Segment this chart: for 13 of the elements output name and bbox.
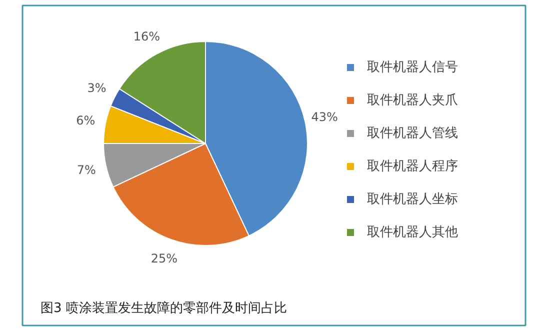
data-label: 16% [133, 30, 160, 44]
legend-label: 取件机器人信号 [367, 59, 458, 76]
legend-label: 取件机器人夹爪 [367, 92, 458, 109]
data-label: 25% [150, 251, 178, 266]
text: 图3 喷涂装置发生故障的零部件及时间占比 [40, 301, 287, 316]
legend-label: 取件机器人程序 [367, 158, 458, 175]
legend-label: 取件机器人坐标 [367, 191, 458, 208]
legend-label: 取件机器人其他 [367, 224, 458, 241]
legend-label: 取件机器人管线 [367, 125, 458, 142]
data-label: 43% [311, 110, 338, 124]
data-label: 6% [76, 114, 96, 128]
data-label: 3% [87, 81, 106, 96]
data-label: 7% [76, 163, 96, 178]
